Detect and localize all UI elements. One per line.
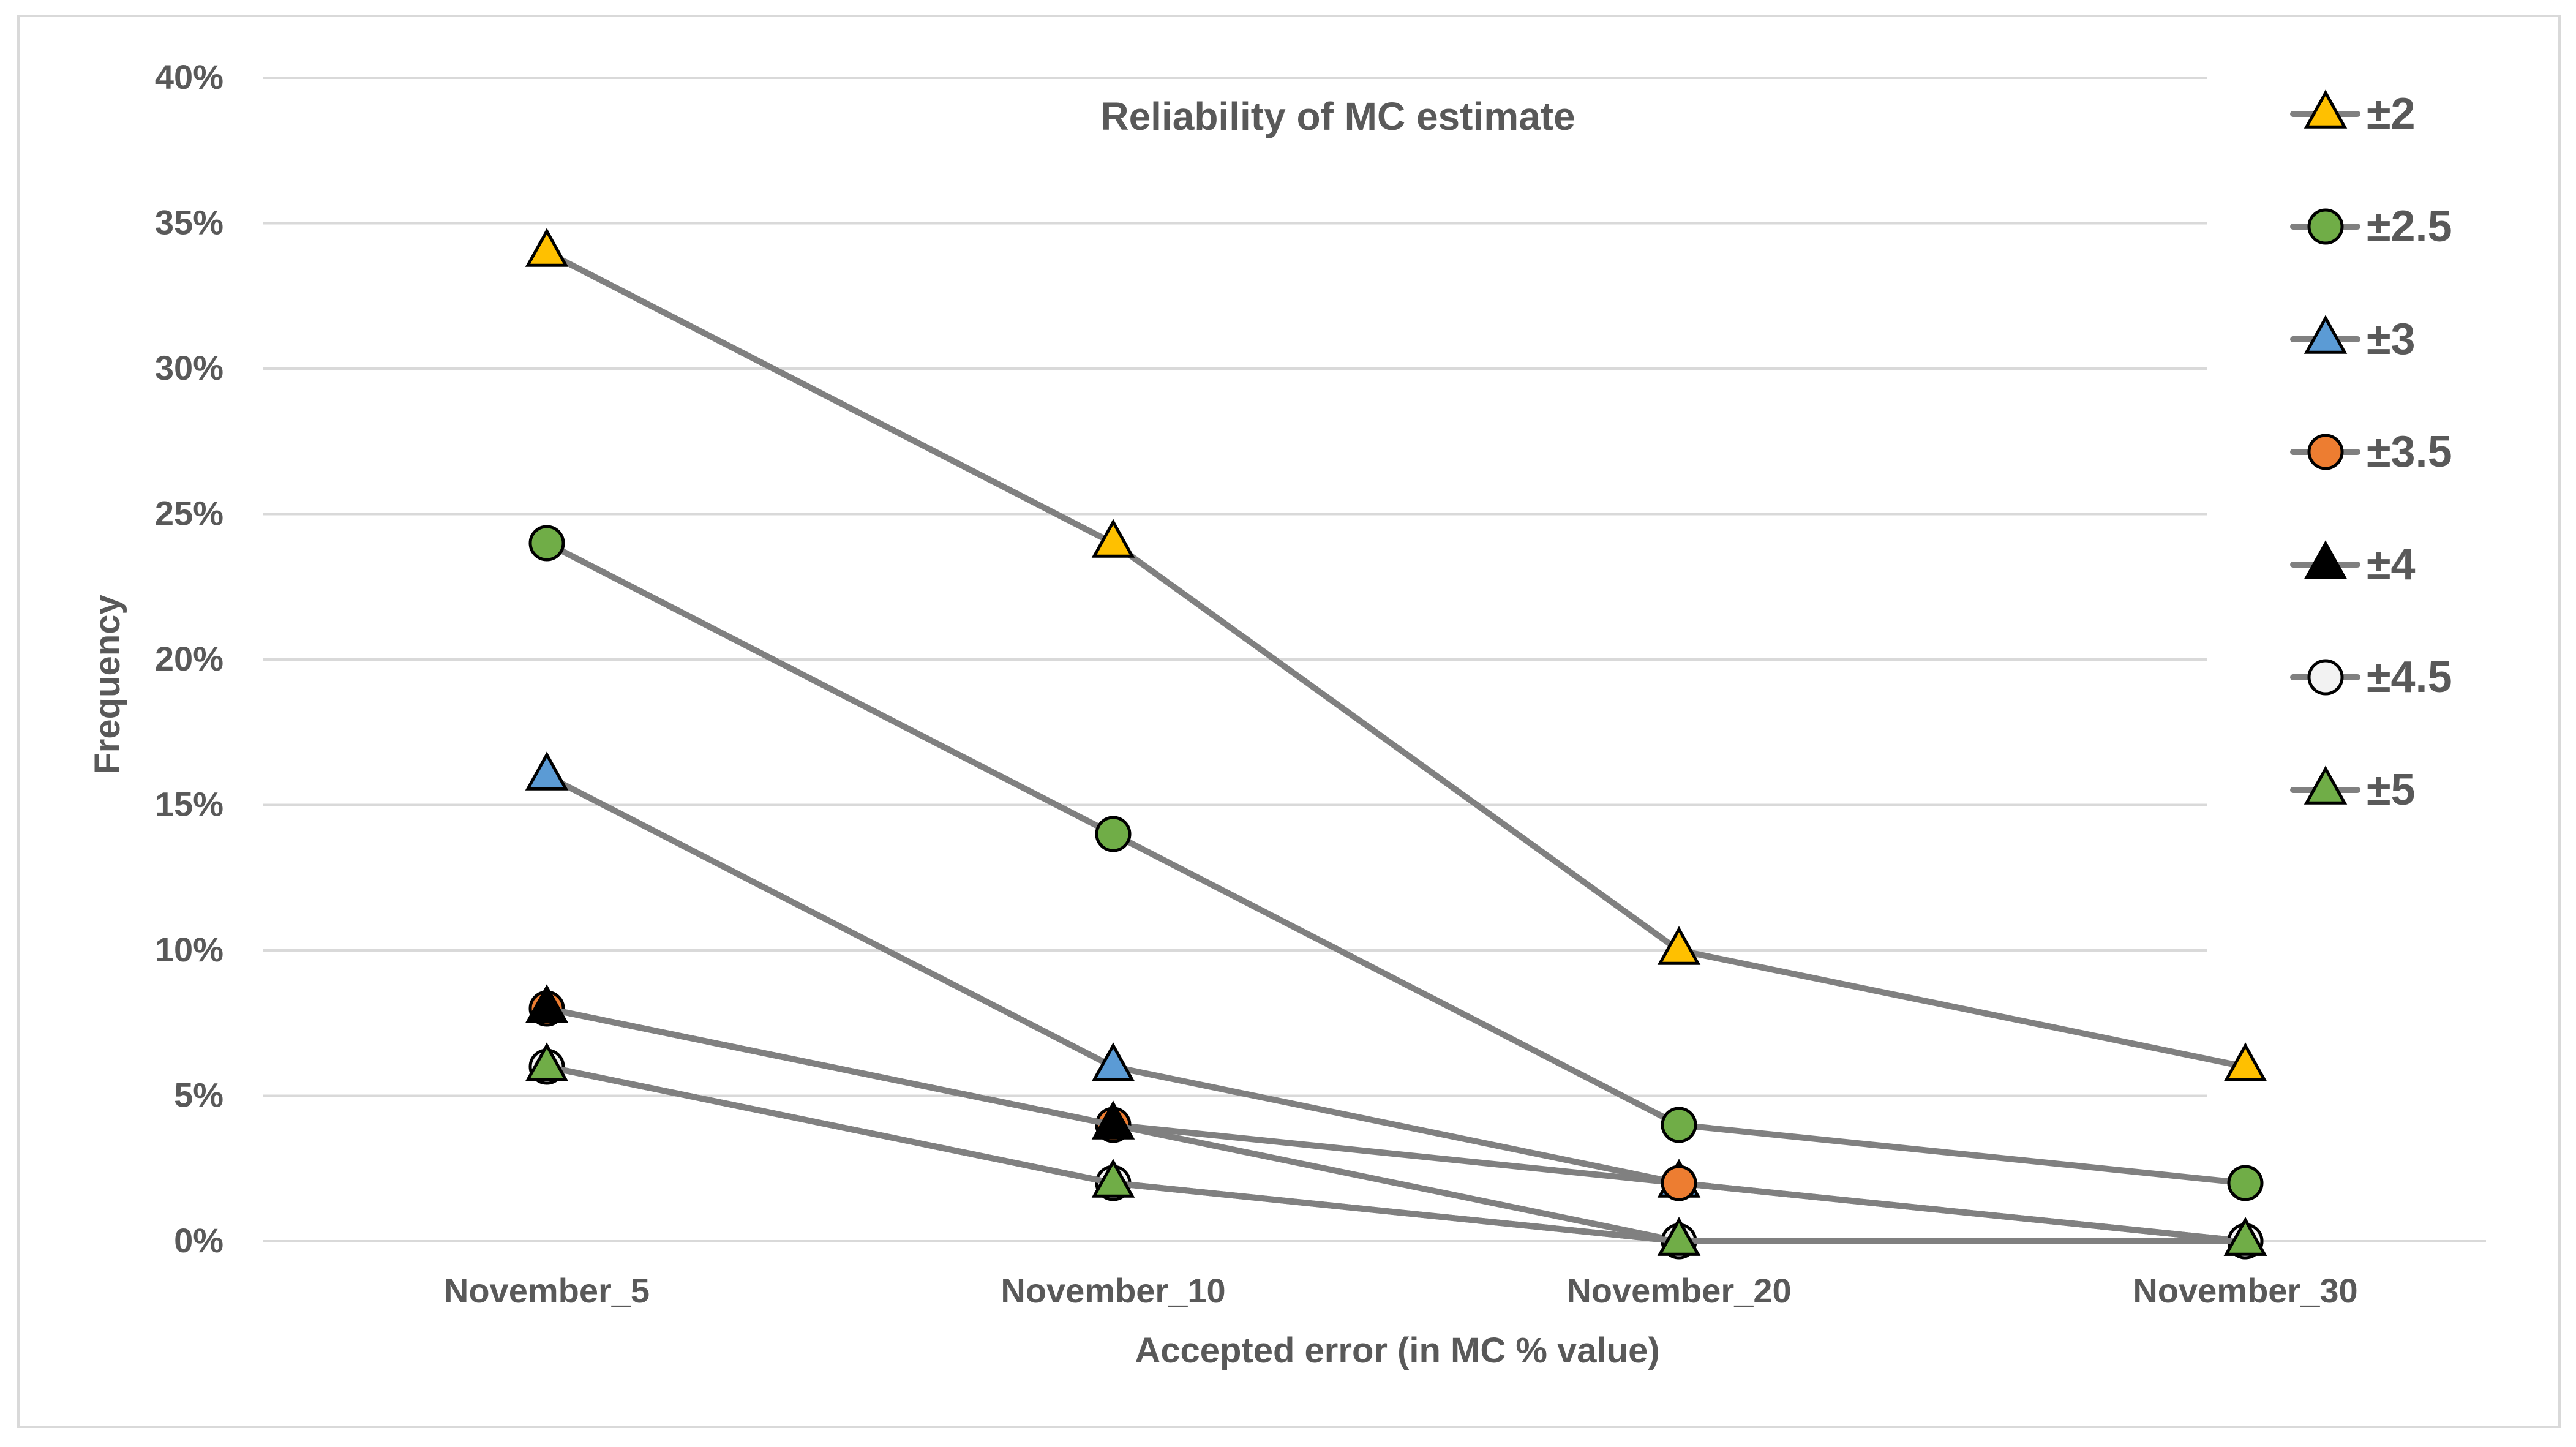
data-point-pm2-november_5 [525,228,569,267]
legend-label-pm3: ±3 [2367,315,2416,364]
data-point-pm2-5-november_20 [1661,1107,1697,1143]
data-point-pm2-5-november_10 [1095,816,1132,852]
series-line-pm2 [544,249,2248,1070]
legend-item-pm4-5: ±4.5 [2290,653,2452,702]
data-point-pm2-november_20 [1657,926,1701,965]
legend-marker-pm4-5 [2307,659,2344,696]
y-tick-label-25: 25% [155,494,223,533]
chart-title: Reliability of MC estimate [1100,94,1575,138]
data-point-pm2-november_10 [1091,519,1135,558]
y-tick-label-5: 5% [174,1076,223,1114]
y-tick-label-10: 10% [155,930,223,969]
series-pm2-5 [528,525,2264,1201]
data-point-pm5-november_5 [525,1042,569,1081]
x-axis-label: Accepted error (in MC % value) [1135,1331,1659,1370]
series-line-pm5 [544,1064,2248,1244]
y-tick-label-0: 0% [174,1221,223,1260]
legend-label-pm5: ±5 [2367,765,2416,814]
legend-item-pm2-5: ±2.5 [2290,202,2452,251]
data-point-pm3-november_10 [1091,1042,1135,1081]
legend-item-pm2: ±2 [2290,89,2416,138]
legend-label-pm4: ±4 [2367,540,2416,589]
legend-marker-pm2 [2304,89,2348,129]
y-tick-label-35: 35% [155,203,223,242]
legend-item-pm3: ±3 [2290,315,2416,364]
legend-marker-pm3 [2304,315,2348,354]
x-tick-label-november_30: November_30 [2133,1271,2357,1310]
chart-border [17,15,2561,1428]
legend-marker-pm4 [2304,540,2348,579]
axis-layer: 0% 5% 10% 15% 20% 25% 30% 35% 40% November_5 Novem… [155,58,2358,1310]
x-tick-label-november_20: November_20 [1566,1271,1791,1310]
legend-marker-pm2-5 [2307,208,2344,245]
x-tick-label-november_5: November_5 [444,1271,650,1310]
grid-layer [263,77,2486,1242]
series-layer [525,228,2267,1260]
data-point-pm4-november_10 [1091,1100,1135,1140]
y-tick-label-30: 30% [155,348,223,387]
legend-layer: ±2 ±2.5 ±3 ±3.5 ±4 ±4.5 ±5 [2290,89,2452,814]
legend-marker-pm5 [2304,765,2348,805]
legend-item-pm5: ±5 [2290,765,2416,814]
legend-item-pm4: ±4 [2290,540,2416,589]
x-tick-label-november_10: November_10 [1001,1271,1225,1310]
data-point-pm2-5-november_5 [528,525,565,562]
data-point-pm3-november_5 [525,751,569,791]
data-point-pm2-november_30 [2223,1042,2267,1081]
series-line-pm2-5 [544,540,2248,1186]
data-point-pm2-5-november_30 [2227,1165,2264,1201]
legend-marker-pm3-5 [2307,434,2344,470]
series-pm5 [525,1042,2267,1256]
data-point-pm3-5-november_20 [1661,1165,1697,1201]
data-point-pm4-november_5 [525,984,569,1023]
data-point-pm5-november_10 [1091,1159,1135,1198]
y-tick-label-20: 20% [155,639,223,678]
legend-label-pm4-5: ±4.5 [2367,653,2452,702]
legend-label-pm2-5: ±2.5 [2367,202,2452,251]
y-axis-label: Frequency [88,595,127,774]
y-tick-label-40: 40% [155,58,223,96]
legend-label-pm3-5: ±3.5 [2367,427,2452,476]
y-tick-label-15: 15% [155,785,223,824]
data-point-pm5-november_30 [2223,1217,2267,1256]
series-pm2 [525,228,2267,1081]
legend-label-pm2: ±2 [2367,89,2416,138]
data-point-pm5-november_20 [1657,1217,1701,1256]
legend-item-pm3-5: ±3.5 [2290,427,2452,476]
